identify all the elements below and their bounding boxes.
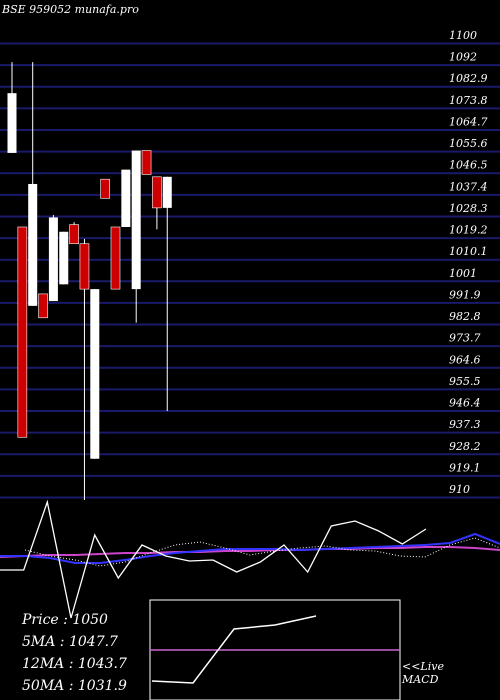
y-tick-label: 1046.5 <box>449 159 488 172</box>
macd-label-live: <<Live <box>402 660 444 673</box>
y-tick-label: 1082.9 <box>449 72 488 85</box>
y-tick-label: 928.2 <box>449 440 481 453</box>
oscillator-line-white <box>0 500 427 619</box>
price-label: Price : 1050 <box>22 612 108 628</box>
candle-body <box>100 178 110 199</box>
candle-body <box>59 231 69 285</box>
y-tick-label: 982.8 <box>449 310 481 323</box>
candle-body <box>7 93 17 153</box>
y-tick-label: 946.4 <box>449 397 481 410</box>
oscillator-line-dotted <box>24 537 500 567</box>
candle-body <box>152 176 162 209</box>
oscillator-chart <box>0 500 500 619</box>
oscillator-lines <box>0 500 500 619</box>
ma50-label: 50MA : 1031.9 <box>22 678 127 694</box>
y-tick-label: 991.9 <box>449 288 481 301</box>
candle-body <box>79 243 90 290</box>
y-tick-label: 1100 <box>449 29 477 42</box>
y-tick-label: 937.3 <box>449 418 481 431</box>
y-tick-label: 1037.4 <box>449 180 488 193</box>
y-tick-label: 955.5 <box>449 375 481 388</box>
candle-body <box>17 226 28 438</box>
macd-label-name: MACD <box>402 673 439 686</box>
ma12-label: 12MA : 1043.7 <box>22 656 127 672</box>
y-tick-label: 1001 <box>449 267 477 280</box>
candle-body <box>121 169 131 227</box>
y-tick-label: 1028.3 <box>449 202 488 215</box>
y-tick-label: 1064.7 <box>449 115 488 128</box>
chart-title: BSE 959052 munafa.pro <box>1 3 139 16</box>
macd-label: <<Live MACD <box>402 660 444 686</box>
oscillator-line-purple <box>0 546 500 558</box>
y-axis: 1100 1092 1082.9 1073.8 1064.7 1055.6 1046.5 10… <box>449 29 488 496</box>
candle-body <box>141 150 152 175</box>
candle-body <box>69 224 79 245</box>
y-tick-label: 919.1 <box>449 461 481 474</box>
y-tick-label: 1073.8 <box>449 94 488 107</box>
candles <box>7 62 172 500</box>
candle-body <box>28 183 38 306</box>
y-tick-label: 1019.2 <box>449 224 488 237</box>
candle-body <box>162 176 172 208</box>
y-tick-label: 964.6 <box>449 353 481 366</box>
y-tick-label: 910 <box>449 483 470 496</box>
candle-body <box>131 150 141 290</box>
candlestick-chart: BSE 959052 munafa.pro 1100 1092 1082.9 1073… <box>0 3 500 500</box>
candle-body <box>90 289 100 459</box>
oscillator-line-blue <box>0 532 500 564</box>
candle-body <box>38 293 48 319</box>
y-tick-label: 1010.1 <box>449 245 488 258</box>
candle-body <box>48 217 58 302</box>
candle-body <box>110 226 121 290</box>
y-tick-label: 1092 <box>449 51 477 64</box>
y-tick-label: 973.7 <box>449 332 481 345</box>
ma5-label: 5MA : 1047.7 <box>22 634 118 650</box>
y-tick-label: 1055.6 <box>449 137 488 150</box>
grid-lines <box>0 42 500 499</box>
